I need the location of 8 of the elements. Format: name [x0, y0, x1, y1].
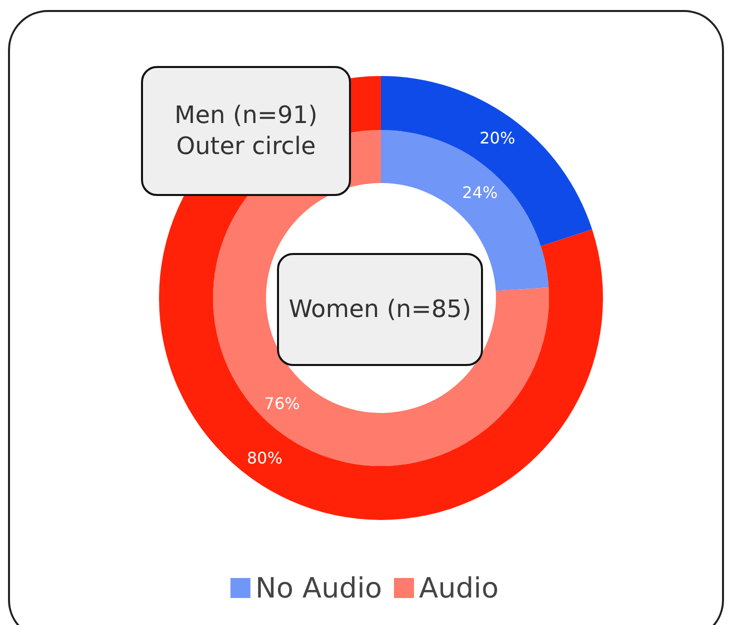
text: Women (n=85) — [277, 253, 483, 366]
data-label: 80% — [246, 448, 282, 468]
data-label: 24% — [462, 183, 498, 202]
legend-label: Audio — [418, 572, 499, 604]
data-label: 76% — [264, 394, 300, 413]
legend-label: No Audio — [255, 572, 382, 604]
text: Men (n=91) Outer circle — [141, 66, 351, 196]
data-label: 20% — [480, 128, 516, 148]
